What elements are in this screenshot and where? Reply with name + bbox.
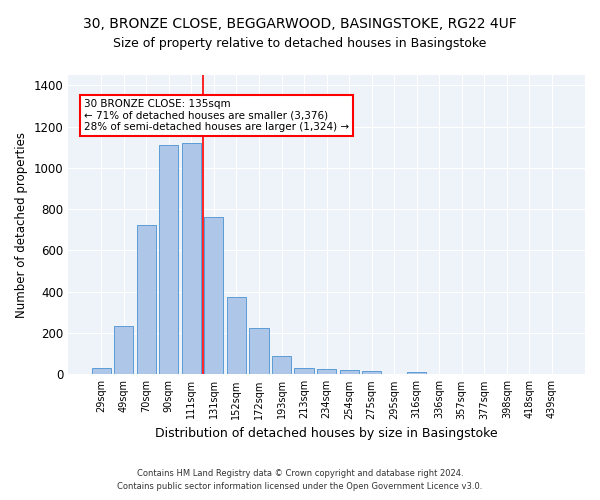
Bar [295, 368, 314, 374]
Bar [182, 143, 201, 374]
Text: Size of property relative to detached houses in Basingstoke: Size of property relative to detached ho… [113, 38, 487, 51]
Bar [340, 370, 359, 374]
Bar [272, 356, 291, 374]
Bar [317, 369, 336, 374]
Bar [92, 368, 111, 374]
Text: Contains HM Land Registry data © Crown copyright and database right 2024.: Contains HM Land Registry data © Crown c… [137, 468, 463, 477]
Text: 30, BRONZE CLOSE, BEGGARWOOD, BASINGSTOKE, RG22 4UF: 30, BRONZE CLOSE, BEGGARWOOD, BASINGSTOK… [83, 18, 517, 32]
Text: 30 BRONZE CLOSE: 135sqm
← 71% of detached houses are smaller (3,376)
28% of semi: 30 BRONZE CLOSE: 135sqm ← 71% of detache… [83, 99, 349, 132]
Bar [159, 145, 178, 374]
Bar [205, 218, 223, 374]
Bar [227, 297, 246, 374]
Bar [114, 326, 133, 374]
Bar [362, 371, 381, 374]
Bar [250, 328, 269, 374]
Bar [137, 224, 156, 374]
X-axis label: Distribution of detached houses by size in Basingstoke: Distribution of detached houses by size … [155, 427, 498, 440]
Y-axis label: Number of detached properties: Number of detached properties [15, 132, 28, 318]
Bar [407, 372, 426, 374]
Text: Contains public sector information licensed under the Open Government Licence v3: Contains public sector information licen… [118, 482, 482, 491]
